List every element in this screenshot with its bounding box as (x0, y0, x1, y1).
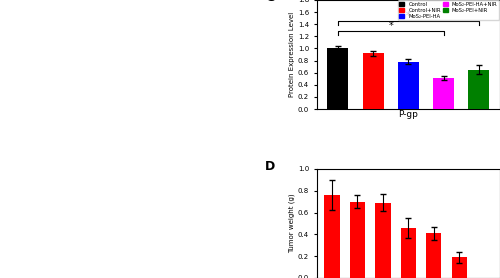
Y-axis label: Protein Expression Level: Protein Expression Level (289, 12, 295, 97)
Text: C: C (266, 0, 274, 4)
Y-axis label: Tumor weight (g): Tumor weight (g) (288, 194, 295, 253)
Bar (375, 203, 390, 278)
Legend: Control, Control+NIR, MoS₂-PEI-HA, MoS₂-PEI-HA+NIR, MoS₂-PEI+NIR: Control, Control+NIR, MoS₂-PEI-HA, MoS₂-… (398, 1, 499, 20)
Bar (350, 202, 365, 278)
Text: *: * (388, 21, 393, 31)
Bar (324, 195, 340, 278)
Text: D: D (266, 160, 276, 173)
Bar (400, 228, 416, 278)
Bar (398, 62, 419, 109)
X-axis label: P-gp: P-gp (398, 110, 418, 120)
Bar (433, 78, 454, 109)
Text: *: * (406, 11, 410, 21)
Bar (362, 53, 384, 109)
Bar (327, 48, 348, 109)
Bar (426, 233, 442, 278)
Bar (452, 257, 467, 278)
Bar (468, 70, 489, 109)
